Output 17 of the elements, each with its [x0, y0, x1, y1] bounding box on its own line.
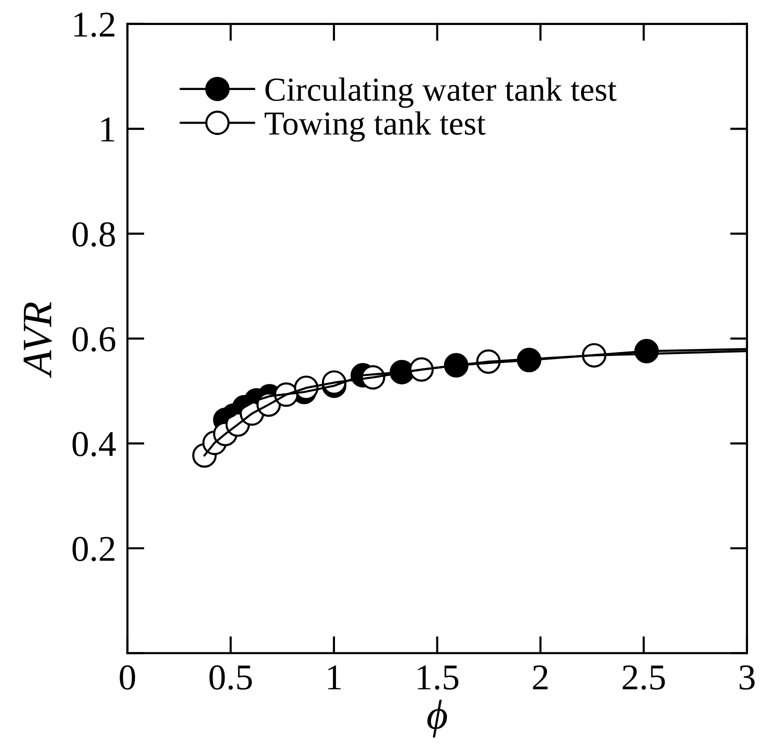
legend-label: Circulating water tank test	[265, 78, 617, 108]
legend-label: Towing tank test	[264, 111, 486, 142]
y-tick-label: 0.2	[72, 536, 114, 562]
x-tick-label: 1	[328, 665, 341, 690]
x-tick-label: 2.5	[622, 665, 665, 690]
y-tick-label: 1	[101, 118, 114, 142]
y-tick-label: 1.2	[74, 12, 114, 38]
x-tick-label: 1.5	[418, 665, 458, 690]
x-tick-label: 3	[740, 665, 755, 690]
y-tick-label: 0.6	[72, 327, 116, 352]
x-tick-label: 0.5	[209, 665, 252, 690]
y-tick-label: 0.8	[72, 222, 115, 247]
y-tick-label: 0.4	[72, 432, 116, 456]
x-tick-label: 2	[533, 665, 548, 690]
x-tick-label: 0	[120, 665, 136, 690]
x-axis-title: ϕ	[427, 700, 448, 738]
y-axis-title: AVR	[24, 302, 52, 378]
